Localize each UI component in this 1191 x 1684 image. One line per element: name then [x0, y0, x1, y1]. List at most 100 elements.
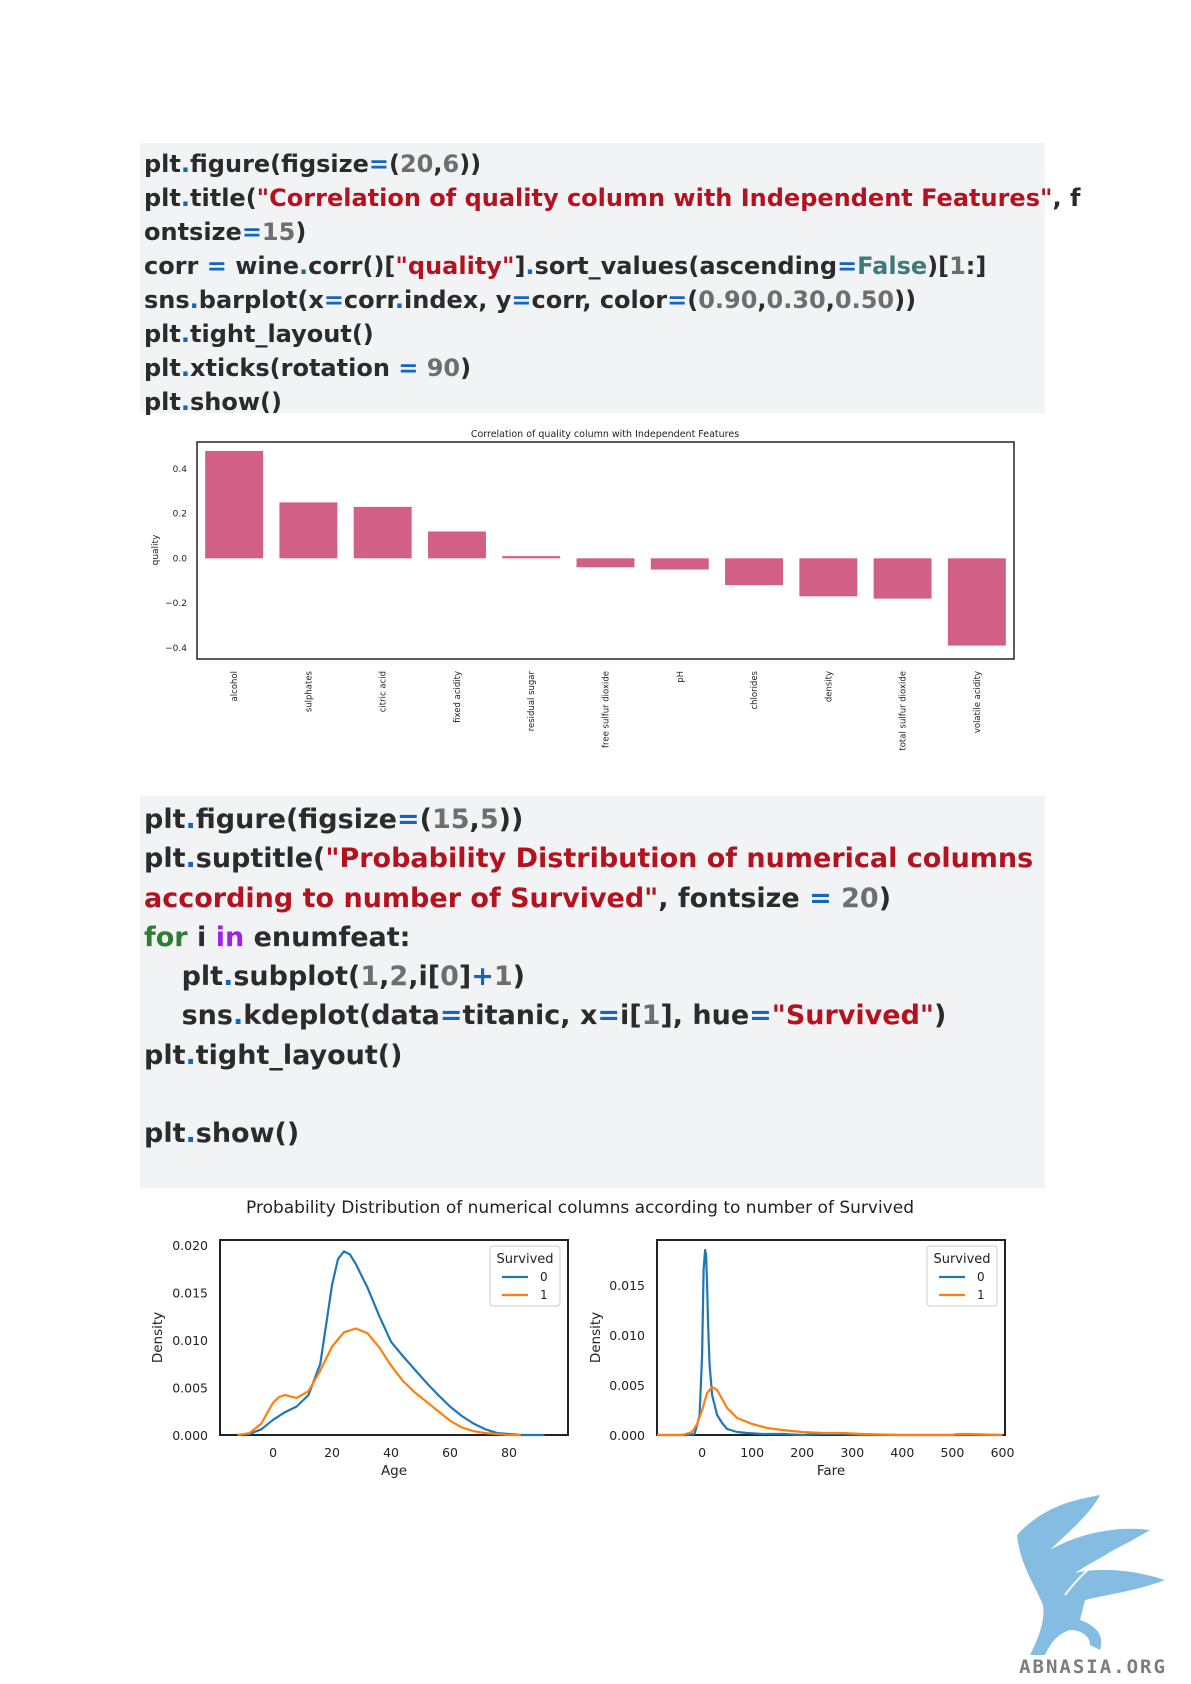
x-tick-label: 60: [442, 1445, 458, 1460]
code-token: corr: [144, 252, 207, 280]
code-token: 1: [949, 252, 966, 280]
code-token: suptitle(: [195, 843, 326, 875]
code-token: )): [894, 286, 917, 314]
code-token: =: [511, 286, 532, 314]
bar: [205, 450, 264, 559]
code-token: ], hue: [660, 1000, 750, 1032]
x-axis-label: Age: [381, 1463, 407, 1479]
code-token: "quality": [395, 252, 515, 280]
code_block_1-line: plt.xticks(rotation = 90): [144, 351, 1041, 385]
x-tick-label: 200: [790, 1445, 814, 1460]
code-token: index, y: [404, 286, 512, 314]
code-token: .: [189, 286, 199, 314]
y-tick-label: 0.000: [609, 1428, 645, 1443]
logo-text: ABNASIA.ORG: [1019, 1656, 1167, 1678]
code-token: ): [512, 961, 525, 993]
code-token: plt: [144, 354, 181, 382]
x-tick-label: pH: [676, 671, 686, 683]
code-token: for: [144, 921, 188, 953]
bar: [873, 558, 932, 599]
bar: [725, 558, 784, 586]
code-token: =: [241, 218, 262, 246]
code-token: corr: [343, 286, 395, 314]
code-token: 0: [440, 961, 459, 993]
code-token: enumfeat:: [244, 921, 411, 953]
code-token: =: [397, 804, 420, 835]
bar: [799, 558, 858, 597]
code-token: , fontsize: [658, 882, 810, 914]
code-token: "Correlation of quality column with Inde…: [256, 184, 1053, 212]
code-token: 2: [389, 961, 409, 993]
chart-title: Correlation of quality column with Indep…: [471, 429, 739, 440]
y-tick-label: 0.010: [609, 1328, 645, 1343]
legend-entry: 0: [977, 1270, 985, 1284]
code-token: .: [394, 286, 405, 314]
code-token: "Survived": [771, 1000, 934, 1032]
code-token: .: [223, 961, 234, 993]
code-token: plt: [144, 804, 186, 835]
code-token: ]: [458, 961, 472, 993]
code-token: plt: [144, 184, 181, 212]
code-token: 90: [426, 354, 461, 382]
code-token: 20: [399, 150, 434, 178]
code-token: , f: [1052, 184, 1081, 212]
bar: [353, 506, 412, 559]
code-token: titanic, x: [462, 1000, 598, 1032]
x-tick-label: fixed acidity: [453, 671, 463, 723]
code-block-2: plt.figure(figsize=(15,5)) plt.suptitle("…: [140, 796, 1045, 1188]
code-token: plt: [144, 320, 181, 348]
code-token: :]: [965, 252, 987, 280]
code-token: ,: [379, 961, 390, 993]
x-axis-label: Fare: [817, 1463, 845, 1479]
x-tick-label: alcohol: [230, 671, 240, 701]
bar: [279, 502, 338, 559]
code_block_2-line: according to number of Survived", fontsi…: [144, 879, 1041, 918]
x-tick-label: 20: [324, 1445, 340, 1460]
x-tick-label: 0: [269, 1445, 277, 1460]
kde-figure: Probability Distribution of numerical co…: [150, 1198, 1014, 1479]
code-token: =: [398, 354, 419, 382]
figure-suptitle: Probability Distribution of numerical co…: [246, 1198, 914, 1218]
code_block_2-line: plt.suptitle("Probability Distribution o…: [144, 839, 1041, 878]
bar: [650, 558, 709, 570]
code_block_2-line: plt.subplot(1,2,i[0]+1): [144, 957, 1041, 996]
code-token: plt: [144, 1039, 186, 1071]
code-token: .: [185, 1039, 196, 1071]
abnasia-logo: ABNASIA.ORG: [1005, 1495, 1185, 1680]
plot-area: [219, 1239, 569, 1436]
code-token: ,: [825, 286, 835, 314]
code-token: plt: [144, 1118, 186, 1150]
code-token: sns: [144, 1000, 233, 1032]
code-token: tight_layout(): [190, 320, 374, 348]
legend-entry: 1: [977, 1288, 985, 1302]
code-token: .: [185, 1118, 196, 1150]
code_block_1-line: ontsize=15): [144, 215, 1041, 249]
code-token: .: [180, 184, 191, 212]
x-tick-label: chlorides: [750, 670, 760, 709]
code_block_1-line: corr = wine.corr()["quality"].sort_value…: [144, 249, 1041, 283]
y-tick-label: 0.000: [172, 1428, 208, 1443]
code-token: 15: [431, 804, 470, 835]
code-token: i[: [619, 1000, 642, 1032]
kde-line-series-0: [237, 1250, 545, 1437]
code-token: title(: [190, 184, 257, 212]
code-token: .: [232, 1000, 244, 1032]
x-tick-label: 0: [698, 1445, 706, 1460]
y-tick-label: 0.015: [172, 1285, 208, 1300]
plot-area: [196, 441, 1015, 660]
code_block_2-line: [144, 1075, 1041, 1114]
y-tick-label: 0.010: [172, 1333, 208, 1348]
code-token: 20: [841, 882, 879, 914]
code-token: 5: [479, 804, 499, 835]
code-token: ,: [433, 150, 443, 178]
code-token: plt: [144, 150, 181, 178]
code-token: =: [809, 882, 832, 914]
x-tick-label: 40: [383, 1445, 399, 1460]
legend-entry: 1: [540, 1288, 548, 1302]
code-token: corr()[: [308, 252, 396, 280]
y-tick-label: 0.015: [609, 1278, 645, 1293]
code-token: 0.30: [766, 286, 826, 314]
code-token: ): [460, 354, 472, 382]
code-token: 6: [442, 150, 460, 178]
code-token: plt: [144, 388, 181, 416]
